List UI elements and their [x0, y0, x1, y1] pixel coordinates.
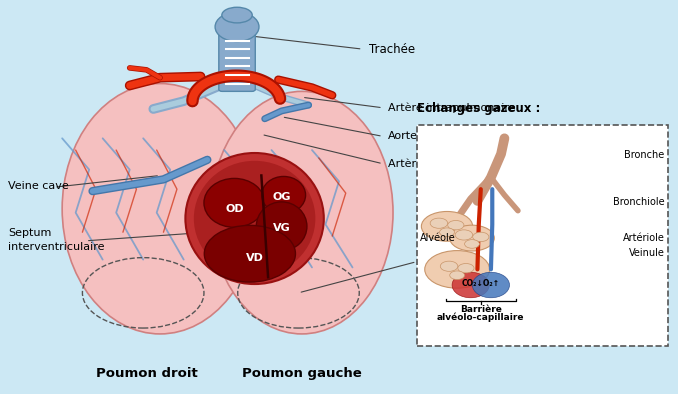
- Text: Alvéole: Alvéole: [420, 233, 456, 243]
- Circle shape: [455, 230, 473, 240]
- Text: Artère intrapulmonaire: Artère intrapulmonaire: [388, 102, 515, 113]
- Ellipse shape: [215, 12, 259, 41]
- Text: interventriculaire: interventriculaire: [8, 242, 104, 252]
- Ellipse shape: [204, 178, 264, 227]
- Ellipse shape: [62, 84, 258, 334]
- Ellipse shape: [194, 161, 315, 276]
- Text: Artériole: Artériole: [622, 233, 664, 243]
- Ellipse shape: [473, 272, 509, 298]
- Text: Veine cave: Veine cave: [8, 181, 69, 191]
- Text: Echanges gazeux :: Echanges gazeux :: [417, 102, 540, 115]
- FancyBboxPatch shape: [417, 125, 668, 346]
- Circle shape: [473, 232, 489, 242]
- Ellipse shape: [204, 225, 296, 282]
- Circle shape: [422, 212, 473, 241]
- Ellipse shape: [185, 153, 324, 284]
- Text: Trachée: Trachée: [370, 43, 416, 56]
- Text: VG: VG: [273, 223, 290, 233]
- Text: alvéolo-capillaire: alvéolo-capillaire: [437, 312, 525, 322]
- Circle shape: [450, 225, 494, 251]
- Circle shape: [430, 218, 447, 228]
- Text: Barrière: Barrière: [460, 305, 502, 314]
- Text: CO₂↓O₂↑: CO₂↓O₂↑: [462, 279, 500, 288]
- Text: Septum: Septum: [8, 228, 52, 238]
- Text: Bronchiole: Bronchiole: [613, 197, 664, 207]
- Circle shape: [464, 240, 479, 248]
- Text: Bronche: Bronche: [624, 150, 664, 160]
- Circle shape: [450, 271, 464, 280]
- Ellipse shape: [211, 91, 393, 334]
- Text: OD: OD: [225, 204, 243, 214]
- Circle shape: [440, 261, 458, 271]
- FancyBboxPatch shape: [219, 31, 256, 91]
- Circle shape: [439, 228, 454, 236]
- Ellipse shape: [222, 7, 252, 23]
- Text: OG: OG: [273, 192, 291, 202]
- Text: Artère extrapulmonaire: Artère extrapulmonaire: [388, 158, 518, 169]
- Text: VD: VD: [245, 253, 264, 263]
- Text: Aorte: Aorte: [388, 131, 418, 141]
- Ellipse shape: [452, 272, 490, 298]
- Ellipse shape: [262, 177, 306, 214]
- Circle shape: [424, 251, 490, 288]
- Text: Veinule: Veinule: [629, 247, 664, 258]
- Circle shape: [458, 264, 474, 273]
- Ellipse shape: [256, 202, 307, 251]
- Circle shape: [447, 221, 464, 230]
- Text: Poumon gauche: Poumon gauche: [242, 367, 362, 380]
- Text: Poumon droit: Poumon droit: [96, 367, 197, 380]
